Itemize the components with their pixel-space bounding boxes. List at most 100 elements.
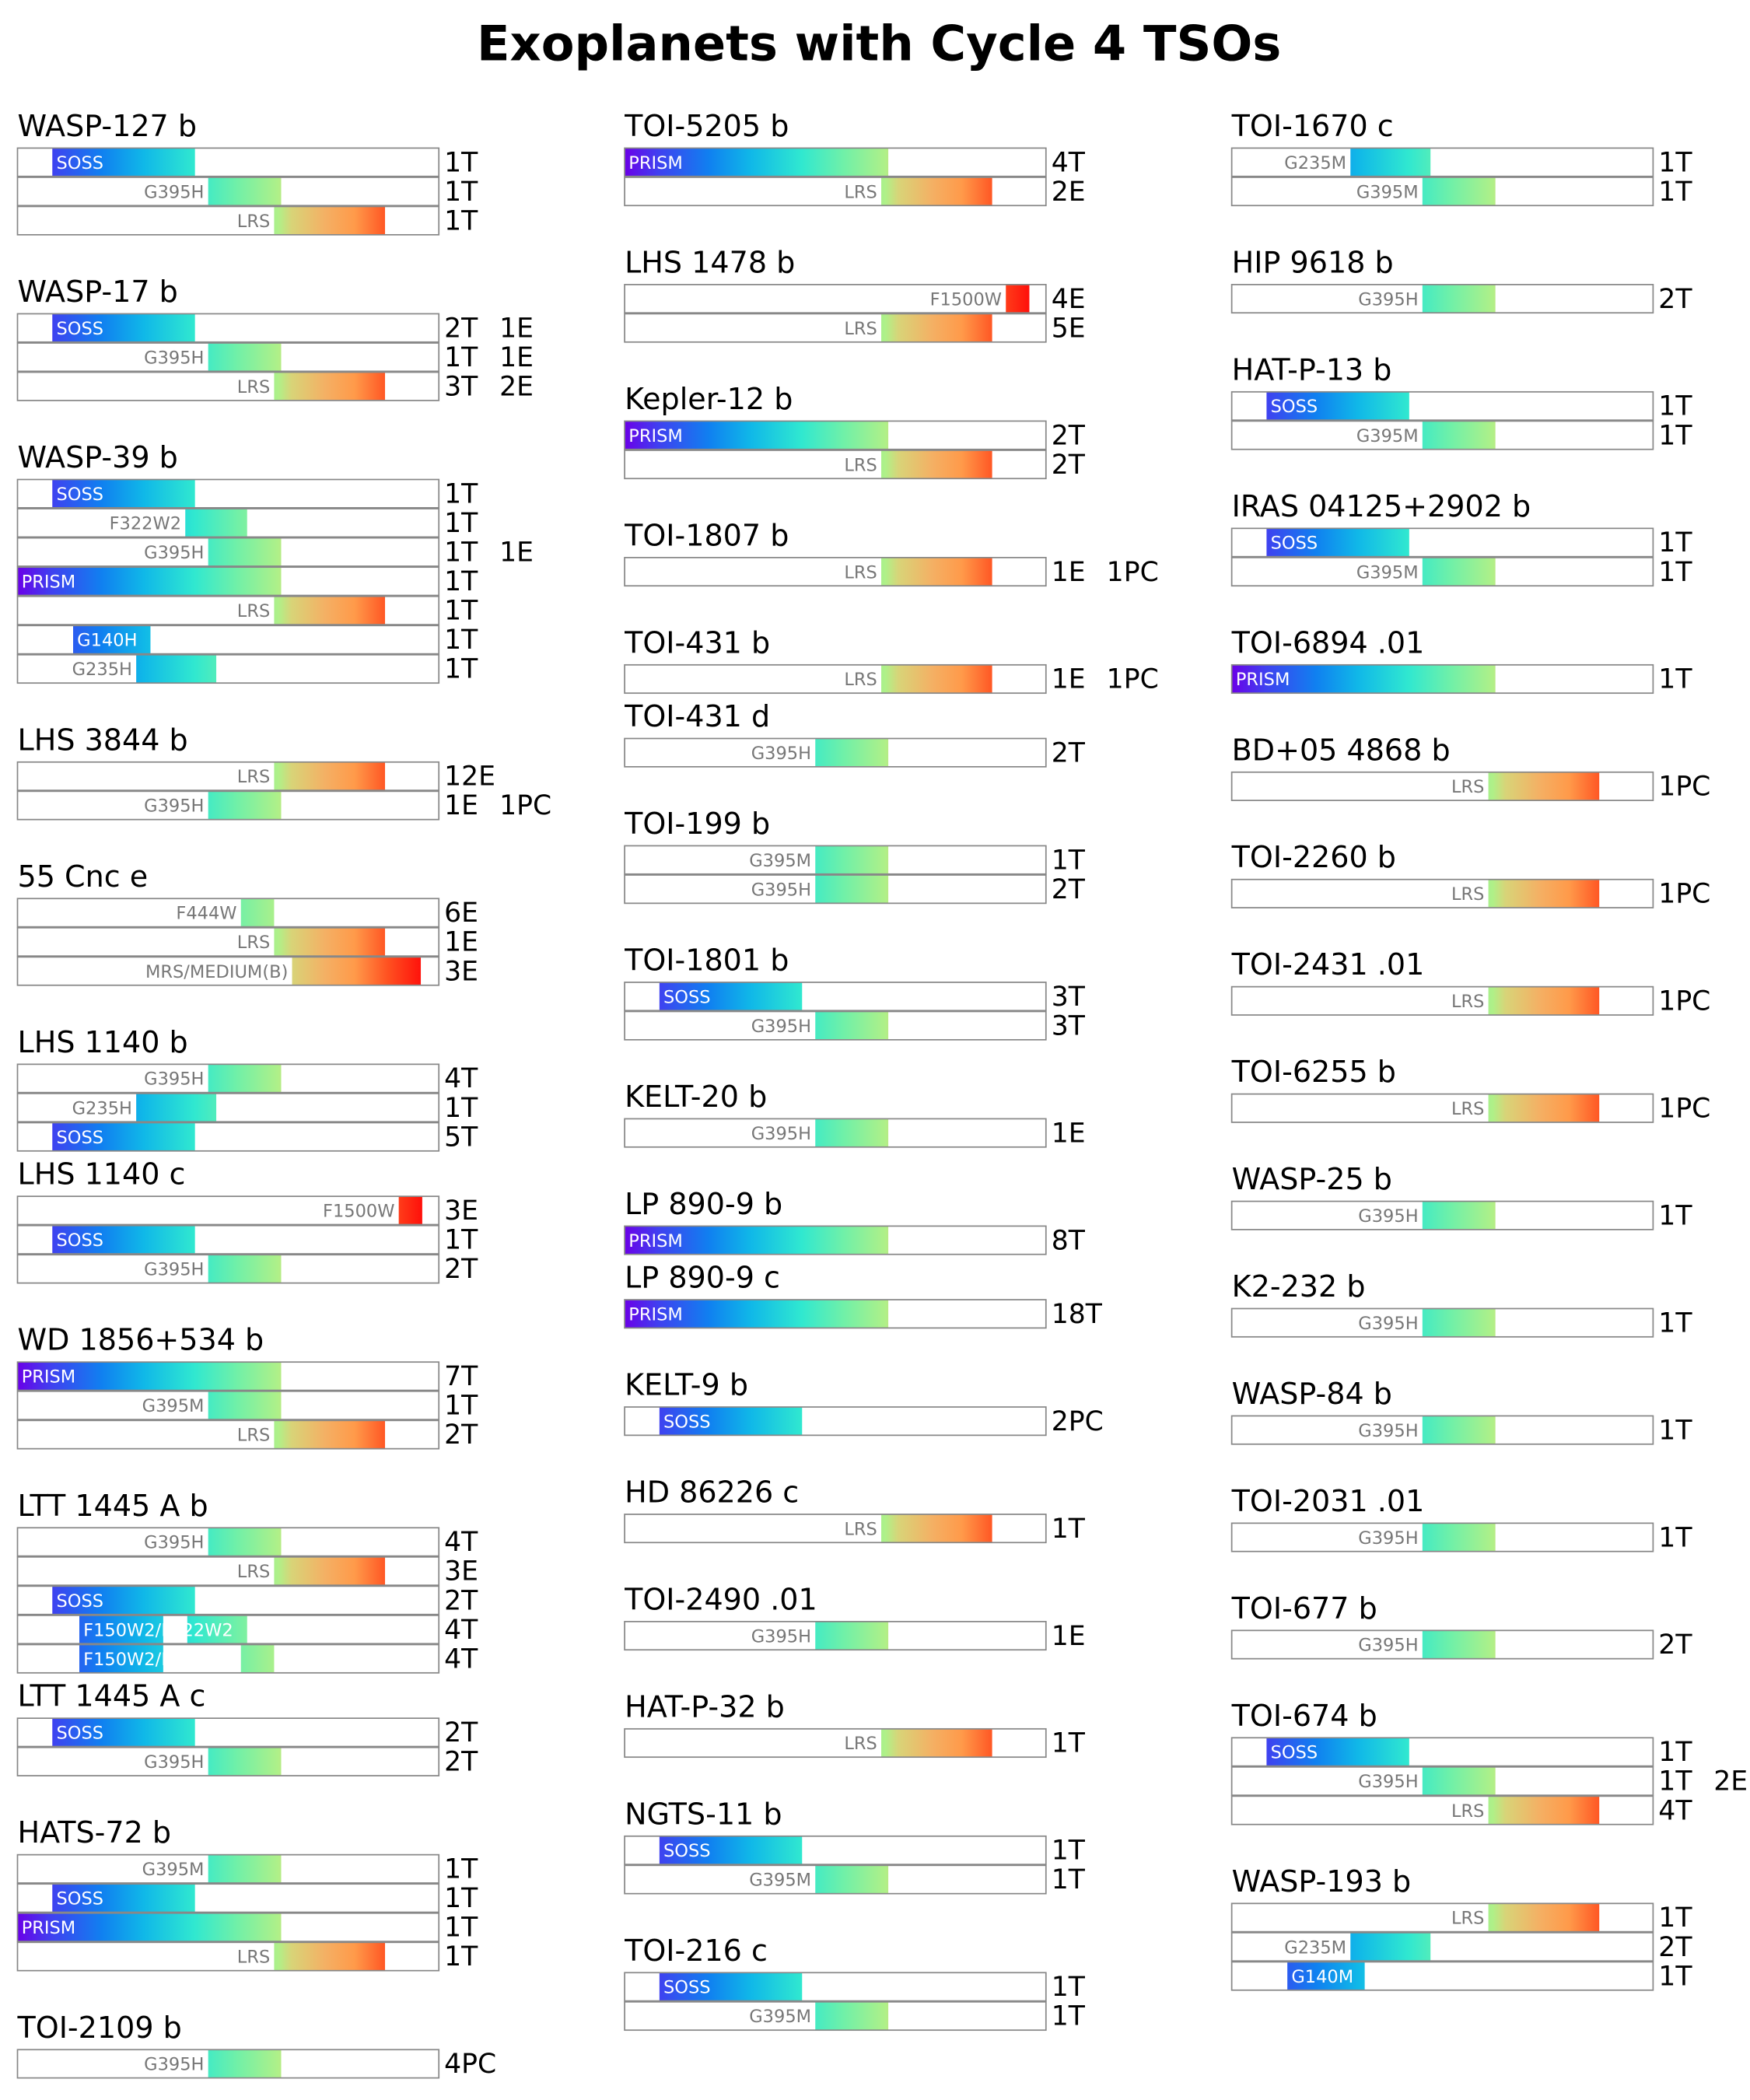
band [815, 1118, 889, 1147]
column: TOI-1670 c G235M 1T G395M 1T HIP 9618 b G395H 2… [1231, 109, 1748, 1992]
row-outline [624, 1118, 1047, 1148]
row-outline [16, 147, 440, 177]
planet-name: HD 86226 c [625, 1475, 799, 1509]
band [1422, 557, 1496, 586]
mode-label: G395H [751, 880, 811, 900]
band [1488, 772, 1600, 801]
row-box [1231, 1932, 1654, 1962]
row-outline [624, 1972, 1047, 2002]
row-outline [624, 845, 1047, 875]
band [1422, 1766, 1496, 1796]
planet-name: TOI-199 b [624, 807, 770, 841]
mode-label: SOSS [1271, 1743, 1318, 1763]
band [1488, 879, 1600, 908]
mode-label: LRS [1451, 1801, 1484, 1822]
count-label: 1E [499, 342, 534, 373]
planet-name: LTT 1445 A b [18, 1489, 208, 1523]
row-outline [1230, 878, 1654, 908]
count-label: 18T [1052, 1299, 1103, 1330]
mode-label: LRS [1451, 1099, 1484, 1119]
mode-label: G395M [749, 851, 811, 871]
row-outline [16, 1390, 440, 1420]
row-box [1231, 148, 1654, 177]
count-label: 1PC [1658, 986, 1710, 1017]
mode-label: G395H [751, 1626, 811, 1647]
band [208, 1064, 282, 1093]
planet-name: WASP-39 b [18, 440, 178, 474]
mode-label: G140H [77, 631, 137, 651]
band [208, 1747, 282, 1776]
band [625, 148, 889, 177]
band [1422, 1523, 1496, 1552]
band [659, 1836, 803, 1865]
count-label: 1T [1658, 147, 1692, 178]
row-box [17, 654, 439, 684]
row-outline [1230, 1902, 1654, 1933]
count-label: 2T [1658, 284, 1692, 315]
band [17, 1913, 282, 1942]
mode-label: G235H [72, 660, 132, 680]
count-label: 1T [444, 625, 478, 656]
count-label: 2T [1052, 737, 1086, 768]
row-outline [624, 1835, 1047, 1865]
mode-label: LRS [844, 670, 877, 690]
planet-name: HAT-P-32 b [625, 1689, 785, 1724]
mode-label: SOSS [56, 1230, 103, 1251]
band [1287, 1962, 1365, 1990]
row-outline [16, 1941, 440, 1972]
column: TOI-5205 b PRISM 4T LRS 2E LHS 1478 b F1500W 4E… [624, 109, 1159, 2032]
mode-label: LRS [1451, 884, 1484, 905]
row-outline [624, 663, 1047, 695]
count-label: 5E [1052, 313, 1086, 344]
band [881, 664, 992, 694]
band [881, 557, 992, 586]
mode-label: G395H [1358, 1636, 1418, 1656]
mode-label: LRS [237, 1426, 270, 1446]
mode-label: G140M [1291, 1967, 1353, 1987]
mode-label: LRS [237, 933, 270, 953]
row-outline [624, 874, 1047, 905]
count-label: 1PC [1658, 879, 1710, 910]
mode-label: G395H [1358, 1772, 1418, 1792]
band [52, 1225, 195, 1255]
row-outline [1230, 1093, 1654, 1123]
row-box [17, 898, 439, 927]
band [815, 1621, 889, 1650]
planet-name: BD+05 4868 b [1232, 733, 1451, 767]
planet-name: WASP-25 b [1232, 1162, 1392, 1196]
row-outline [16, 761, 440, 791]
mode-label: LRS [844, 182, 877, 202]
count-label: 2T [444, 1254, 478, 1285]
row-outline [1230, 1961, 1654, 1991]
row-outline [1230, 1522, 1654, 1552]
mode-label: PRISM [22, 1367, 76, 1388]
planet-name: LHS 1478 b [625, 245, 795, 279]
planet-name: TOI-1807 b [624, 518, 789, 552]
count-label: 12E [444, 761, 495, 793]
mode-label: SOSS [1271, 397, 1318, 417]
count-label: 2T [1052, 420, 1086, 451]
row-outline [1230, 1795, 1654, 1825]
planet-name: TOI-2260 b [1231, 840, 1396, 874]
row-outline [624, 177, 1047, 207]
mode-label: G395H [1358, 1314, 1418, 1334]
count-label: 1T [1052, 1728, 1086, 1759]
band [815, 738, 889, 767]
count-label: 4T [444, 1615, 478, 1646]
count-label: 1T [1658, 1961, 1692, 1992]
count-label: 1T [1658, 527, 1692, 558]
count-label: 2T [1658, 1629, 1692, 1661]
mode-label: F150W2/F444W [83, 1650, 222, 1670]
mode-label: G395M [749, 1871, 811, 1891]
row-outline [16, 205, 440, 236]
count-label: 5T [444, 1122, 478, 1153]
planet-name: K2-232 b [1232, 1269, 1366, 1304]
count-label: 1T [444, 1913, 478, 1944]
planet-name: HIP 9618 b [1232, 245, 1394, 279]
count-label: 1E [444, 790, 478, 821]
count-label: 2E [499, 371, 534, 402]
count-label: 3E [444, 1556, 478, 1587]
band [208, 1854, 282, 1883]
row-outline [624, 1406, 1047, 1437]
mode-label: G395M [1356, 426, 1419, 446]
